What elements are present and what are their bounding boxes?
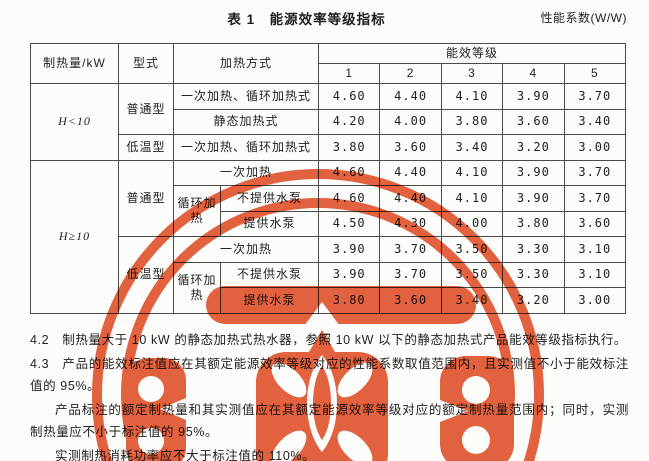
value-cell: 3.80 <box>440 108 504 135</box>
value-cell: 3.00 <box>563 287 627 314</box>
grade-col-5: 5 <box>563 63 627 84</box>
energy-efficiency-table: 制热量/kW 型式 加热方式 能效等级 1 2 3 4 5 H<10 普通型 一… <box>30 43 627 314</box>
value-cell: 3.60 <box>563 210 627 237</box>
value-cell: 3.70 <box>379 261 442 288</box>
value-cell: 3.10 <box>563 236 627 263</box>
mode-cell: 一次加热、循环加热式 <box>172 83 320 110</box>
value-cell: 3.60 <box>502 108 565 135</box>
value-cell: 3.90 <box>318 261 381 288</box>
value-cell: 4.10 <box>440 185 504 212</box>
unit-label: 性能系数(W/W) <box>540 11 627 25</box>
caption-row: 表 1 能源效率等级指标 性能系数(W/W) <box>0 0 649 34</box>
value-cell: 3.20 <box>502 134 565 161</box>
value-cell: 4.40 <box>379 185 442 212</box>
mode-cell: 不提供水泵 <box>219 261 320 288</box>
grade-col-4: 4 <box>502 63 565 84</box>
mode-cell: 一次加热 <box>172 236 320 263</box>
value-cell: 4.30 <box>379 210 442 237</box>
grade-col-3: 3 <box>440 63 504 84</box>
type-cell: 普通型 <box>118 83 174 135</box>
table-header-row: 制热量/kW 型式 加热方式 能效等级 <box>30 43 627 84</box>
type-cell: 普通型 <box>118 159 174 237</box>
mode-cell: 一次加热 <box>172 159 320 186</box>
value-cell: 3.20 <box>502 287 565 314</box>
value-cell: 3.30 <box>502 236 565 263</box>
col-header-mode: 加热方式 <box>172 43 320 84</box>
value-cell: 3.90 <box>502 83 565 110</box>
mode-cell: 提供水泵 <box>219 210 320 237</box>
capacity-cell: H<10 <box>30 83 119 161</box>
value-cell: 3.50 <box>440 261 504 288</box>
value-cell: 3.50 <box>440 236 504 263</box>
table-caption: 表 1 能源效率等级指标 <box>227 12 386 27</box>
value-cell: 3.70 <box>379 236 442 263</box>
value-cell: 3.90 <box>502 159 565 186</box>
col-header-capacity: 制热量/kW <box>30 43 119 84</box>
value-cell: 4.10 <box>440 83 504 110</box>
value-cell: 3.90 <box>502 185 565 212</box>
mode-cell: 不提供水泵 <box>219 185 320 212</box>
value-cell: 3.10 <box>563 261 627 288</box>
grade-col-2: 2 <box>379 63 442 84</box>
value-cell: 4.40 <box>379 83 442 110</box>
value-cell: 4.00 <box>440 210 504 237</box>
table-row: 低温型 一次加热 3.90 3.70 3.50 3.30 3.10 <box>31 236 627 314</box>
value-cell: 4.50 <box>318 210 381 237</box>
value-cell: 3.40 <box>440 287 504 314</box>
value-cell: 4.10 <box>440 159 504 186</box>
value-cell: 3.80 <box>318 134 381 161</box>
value-cell: 4.40 <box>379 159 442 186</box>
value-cell: 3.40 <box>563 108 627 135</box>
value-cell: 3.40 <box>440 134 504 161</box>
value-cell: 3.60 <box>379 287 442 314</box>
col-header-type: 型式 <box>118 43 174 84</box>
value-cell: 3.80 <box>318 287 381 314</box>
note-rated-heat: 产品标注的额定制热量和其实测值应在其额定能源效率等级对应的额定制热量范围内；同时… <box>30 403 629 439</box>
value-cell: 3.80 <box>502 210 565 237</box>
notes-block: 4.2 制热量大于 10 kW 的静态加热式热水器，参照 10 kW 以下的静态… <box>30 329 629 461</box>
value-cell: 3.90 <box>318 236 381 263</box>
mode-cell: 一次加热、循环加热式 <box>172 134 320 161</box>
value-cell: 4.60 <box>318 83 381 110</box>
grade-col-1: 1 <box>318 63 381 84</box>
table-row: 低温型 一次加热、循环加热式 3.80 3.60 3.40 3.20 3.00 <box>31 134 627 161</box>
col-header-grade: 能效等级 <box>318 43 627 64</box>
value-cell: 3.70 <box>563 159 627 186</box>
type-cell: 低温型 <box>118 134 174 161</box>
value-cell: 3.60 <box>379 134 442 161</box>
value-cell: 3.70 <box>563 185 627 212</box>
submode-cell: 循环加热 <box>173 261 221 314</box>
table-row: H≥10 普通型 一次加热 4.60 4.40 4.10 3.90 3.70 <box>30 159 627 314</box>
note-power-limit: 实测制热消耗功率应不大于标注值的 110%。 <box>55 449 316 461</box>
value-cell: 3.00 <box>563 134 627 161</box>
value-cell: 4.00 <box>379 108 442 135</box>
submode-cell: 循环加热 <box>173 185 221 237</box>
table-row: H<10 普通型 一次加热、循环加热式 4.60 4.40 4.10 3.90 … <box>30 83 627 161</box>
value-cell: 3.70 <box>563 83 627 110</box>
value-cell: 4.60 <box>318 185 381 212</box>
capacity-cell: H≥10 <box>30 159 119 314</box>
mode-cell: 提供水泵 <box>219 287 320 314</box>
value-cell: 4.60 <box>318 159 381 186</box>
value-cell: 3.30 <box>502 261 565 288</box>
note-4-2: 4.2 制热量大于 10 kW 的静态加热式热水器，参照 10 kW 以下的静态… <box>30 333 628 347</box>
type-cell: 低温型 <box>118 236 174 314</box>
note-4-3: 4.3 产品的能效标注值应在其额定能源效率等级对应的性能系数取值范围内，且实测值… <box>30 357 629 393</box>
mode-cell: 静态加热式 <box>172 108 320 135</box>
value-cell: 4.20 <box>318 108 381 135</box>
table-header-grade-row: 1 2 3 4 5 <box>31 63 627 84</box>
